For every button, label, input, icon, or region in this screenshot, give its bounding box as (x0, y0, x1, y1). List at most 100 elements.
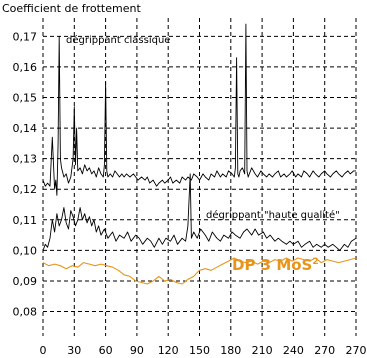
series-3-point (89, 264, 90, 265)
series-1-point (191, 180, 192, 181)
series-2-point (101, 235, 102, 236)
series-1-point (147, 177, 148, 178)
series-2-point (286, 244, 287, 245)
series-2-point (66, 223, 67, 224)
series-1-point (257, 177, 258, 178)
x-tick-label: 90 (130, 344, 144, 357)
series-2-point (217, 238, 218, 239)
series-1-point (82, 174, 83, 175)
series-1-point (61, 168, 62, 169)
series-3-point (135, 281, 136, 282)
series-3-point (164, 281, 165, 282)
series-1-point (336, 171, 337, 172)
y-tick-label: 0,12 (13, 183, 38, 196)
series-2-point (45, 244, 46, 245)
series-1-point (263, 174, 264, 175)
series-1-point (91, 174, 92, 175)
series-2-point (68, 229, 69, 230)
series-1-point (239, 177, 240, 178)
series-1-point (50, 186, 51, 187)
series-1-point (103, 177, 104, 178)
series-1-point (244, 174, 245, 175)
series-1-point (246, 24, 247, 25)
series-1-point (236, 57, 237, 58)
series-1-point (115, 171, 116, 172)
series-2-point (185, 241, 186, 242)
series-1-point (89, 168, 90, 169)
series-1-point (96, 177, 97, 178)
series-2-point (73, 216, 74, 217)
series-2-point (200, 229, 201, 230)
series-1-point (327, 174, 328, 175)
series-2-point (193, 232, 194, 233)
series-2-point (71, 210, 72, 211)
y-tick-label: 0,14 (13, 122, 38, 135)
series-line-3 (42, 257, 357, 285)
series-3-point (147, 284, 148, 285)
series-1-point (182, 177, 183, 178)
series-1-point (338, 174, 339, 175)
y-axis-label: Coefficient de frottement (2, 2, 141, 15)
series-1-point (98, 168, 99, 169)
series-1-point (199, 180, 200, 181)
series-1-point (47, 183, 48, 184)
series-1-point (59, 36, 60, 37)
series-2-point (255, 229, 256, 230)
series-2-point (50, 238, 51, 239)
series-2-point (139, 238, 140, 239)
series-1-point (261, 171, 262, 172)
series-1-point (56, 180, 57, 181)
series-2-point (348, 247, 349, 248)
series-2-point (305, 244, 306, 245)
series-2-point (328, 247, 329, 248)
series-2-point (340, 250, 341, 251)
series-1-point (75, 165, 76, 166)
series-2-point (112, 232, 113, 233)
series-2-point (174, 235, 175, 236)
series-1-point (73, 158, 74, 159)
series-1-point (156, 186, 157, 187)
series-2-point (324, 244, 325, 245)
series-3-point (170, 279, 171, 280)
series-1-point (235, 168, 236, 169)
series-2-point (119, 235, 120, 236)
series-2-point (61, 220, 62, 221)
annotation-dp3-mos2: DP 3 MoS2 (232, 256, 319, 274)
series-1-point (78, 171, 79, 172)
annotation-dp3-sup: 2 (312, 257, 318, 267)
series-2-point (64, 207, 65, 208)
series-2-point (104, 229, 105, 230)
series-2-point (87, 223, 88, 224)
x-tick-label: 270 (314, 344, 335, 357)
series-1-point (238, 174, 239, 175)
series-2-point (240, 238, 241, 239)
x-tick-label: 270 (346, 344, 367, 357)
series-1-point (126, 174, 127, 175)
series-3-point (78, 267, 79, 268)
series-1-point (94, 171, 95, 172)
series-3-point (101, 264, 102, 265)
series-1-point (242, 168, 243, 169)
series-2-point (266, 238, 267, 239)
series-3-point (60, 265, 61, 266)
series-1-point (344, 174, 345, 175)
series-2-point (278, 238, 279, 239)
series-2-point (232, 232, 233, 233)
series-2-point (298, 241, 299, 242)
series-1-point (133, 174, 134, 175)
series-2-point (235, 235, 236, 236)
series-2-point (247, 229, 248, 230)
series-2-point (89, 216, 90, 217)
series-1-point (101, 174, 102, 175)
series-1-point (247, 171, 248, 172)
series-2-point (351, 241, 352, 242)
series-1-point (149, 183, 150, 184)
series-1-point (43, 180, 44, 181)
series-3-point (112, 267, 113, 268)
series-1-point (180, 183, 181, 184)
series-1-point (71, 177, 72, 178)
series-3-point (118, 270, 119, 271)
y-tick-label: 0,10 (13, 244, 38, 257)
series-1-point (68, 183, 69, 184)
series-1-point (80, 168, 81, 169)
